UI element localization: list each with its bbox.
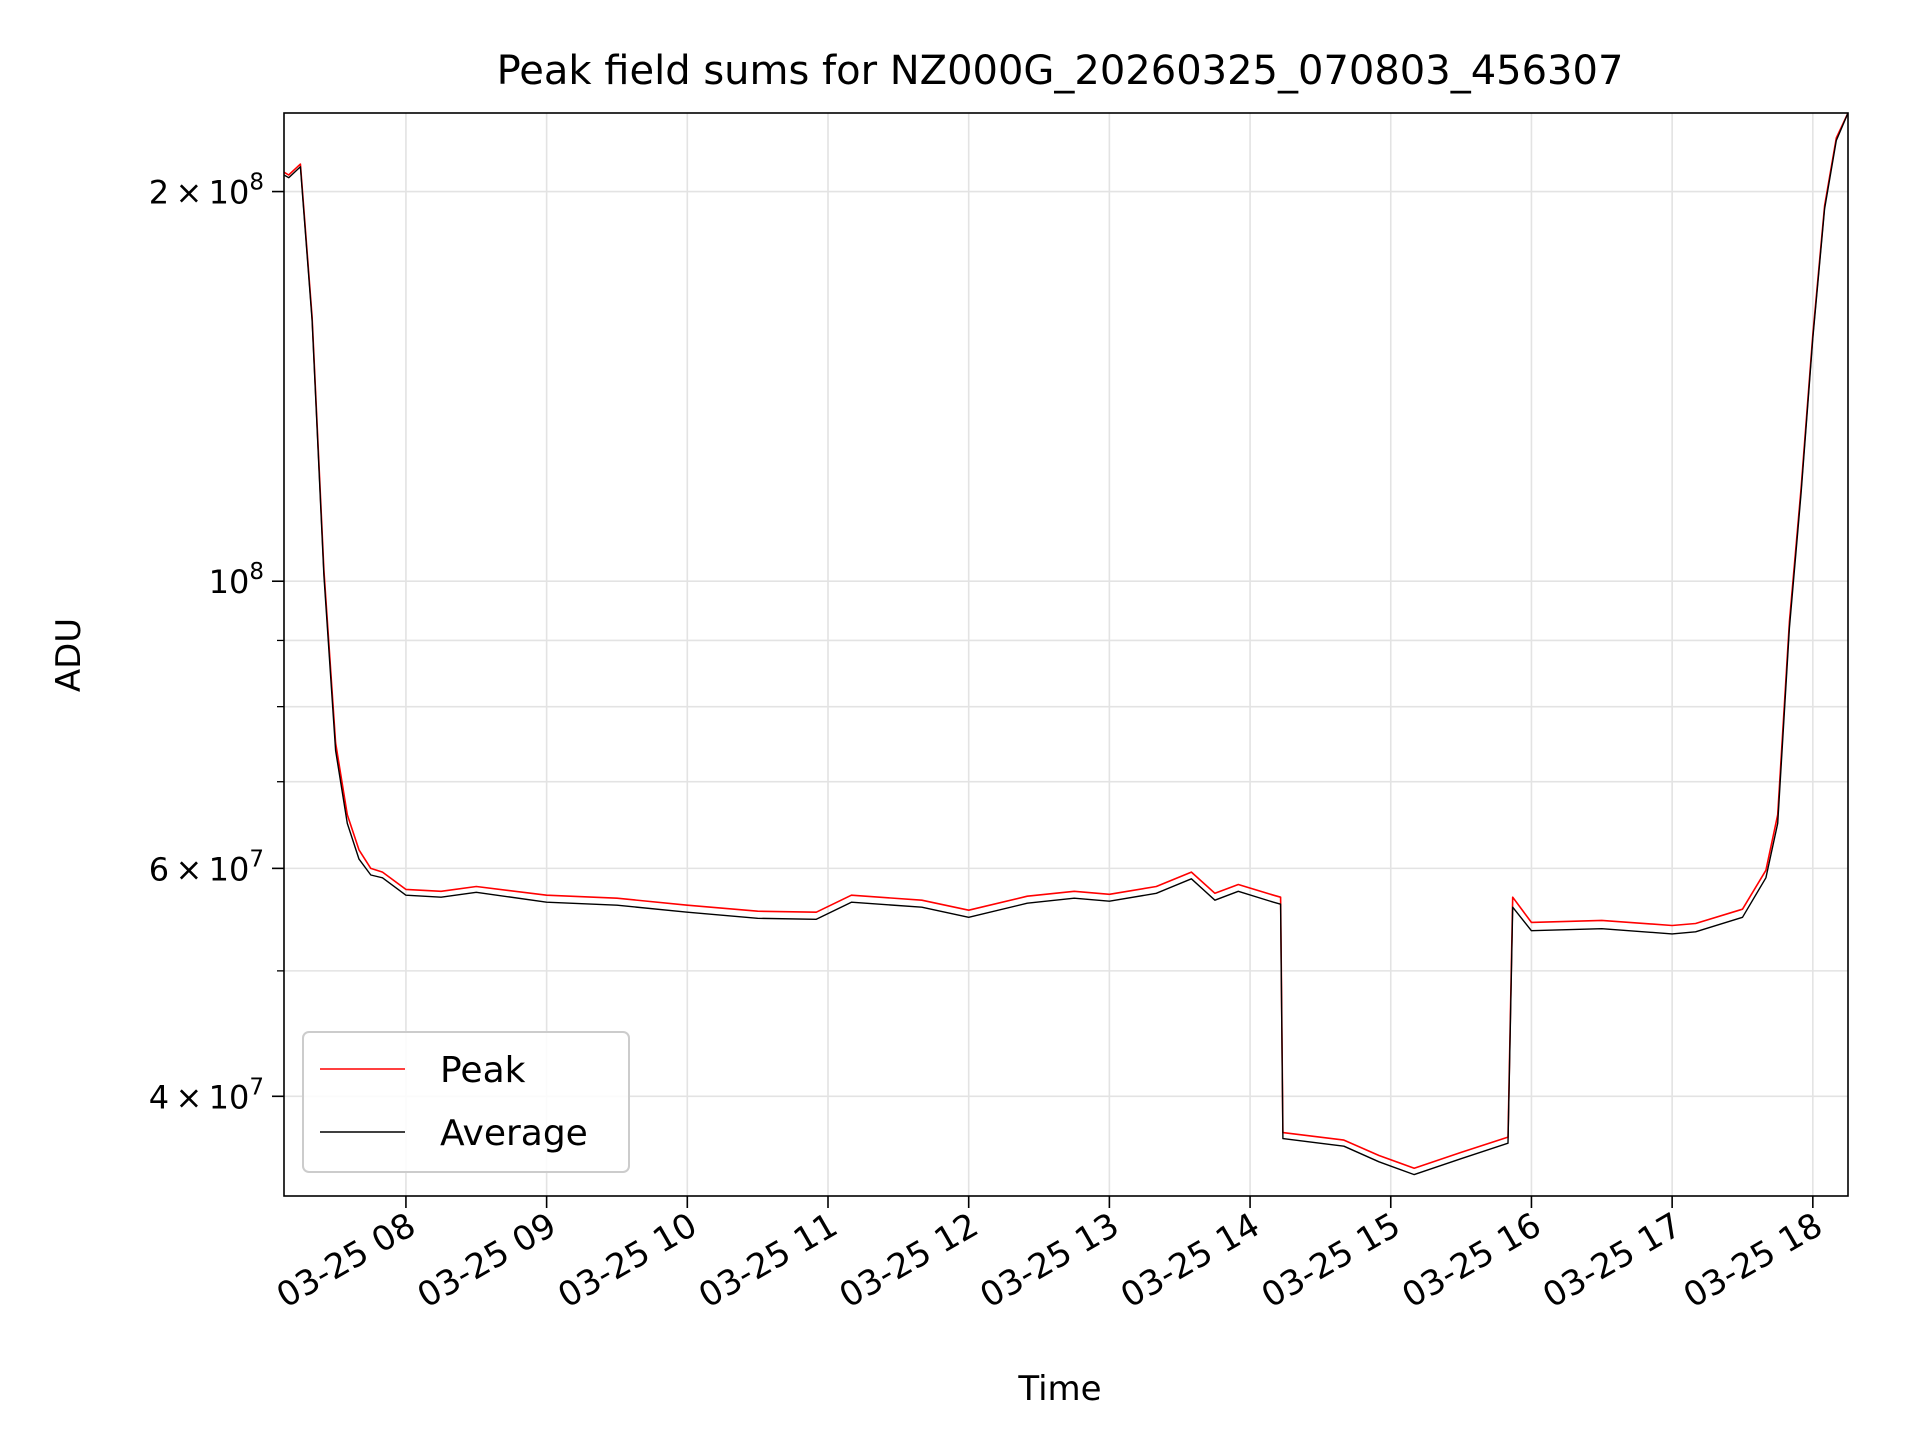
series-lines xyxy=(283,112,1849,1176)
series-line-average xyxy=(283,112,1849,1176)
x-axis-label: Time xyxy=(1017,1369,1101,1409)
y-tick-label: 6 × 107 xyxy=(149,846,264,888)
chart-title: Peak field sums for NZ000G_20260325_0708… xyxy=(497,48,1624,94)
legend: Peak Average xyxy=(302,1031,630,1173)
y-axis-label: ADU xyxy=(49,618,89,692)
grid xyxy=(284,113,1848,1196)
legend-box xyxy=(302,1031,630,1173)
y-tick-label: 2 × 108 xyxy=(149,170,264,212)
plot-frame xyxy=(283,112,1849,1197)
legend-peak-label: Peak xyxy=(440,1050,526,1091)
y-tick-label: 4 × 107 xyxy=(149,1074,264,1116)
series-line-peak xyxy=(283,112,1849,1169)
legend-average-label: Average xyxy=(440,1113,588,1154)
